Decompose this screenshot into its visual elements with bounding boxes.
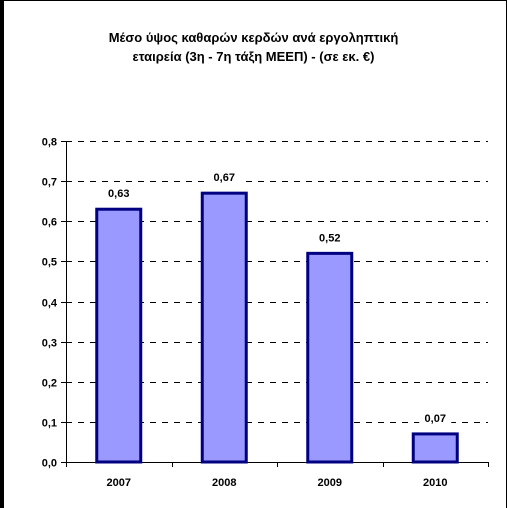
- value-label-bg: [102, 186, 135, 201]
- bar: [411, 432, 459, 464]
- chart-title: Μέσο ύψος καθαρών κερδών ανά εργοληπτική…: [0, 28, 507, 66]
- y-tick-label: 0,4: [42, 298, 58, 310]
- value-label: 0,52: [319, 232, 340, 244]
- y-tick-label: 0,0: [42, 458, 57, 470]
- y-tick-label: 0,2: [42, 378, 57, 390]
- value-label: 0,07: [425, 413, 446, 425]
- y-tick-label: 0,5: [42, 257, 57, 269]
- x-tick-label: 2010: [423, 477, 447, 489]
- x-tick-label: 2007: [107, 477, 131, 489]
- bar: [306, 251, 354, 464]
- x-tick-label: 2008: [212, 477, 236, 489]
- y-tick-label: 0,3: [42, 338, 57, 350]
- value-label-bg: [208, 170, 241, 185]
- y-tick-labels: 0,0 0,1 0,2 0,3 0,4 0,5 0,6 0,7 0,8: [42, 137, 58, 470]
- value-labels: 0,63 0,67 0,52 0,07: [102, 170, 452, 425]
- bars: [95, 191, 459, 464]
- y-tick-label: 0,6: [42, 217, 57, 229]
- value-label: 0,63: [108, 188, 129, 200]
- value-label-bg: [313, 230, 346, 245]
- bar: [95, 207, 143, 464]
- chart-title-line-2: εταιρεία (3η - 7η τάξη ΜΕΕΠ) - (σε εκ. €…: [132, 49, 375, 64]
- value-label: 0,67: [214, 172, 235, 184]
- bar: [200, 191, 248, 464]
- x-tick-labels: 2007 2008 2009 2010: [107, 477, 448, 489]
- y-tick-label: 0,7: [42, 177, 57, 189]
- y-tick-label: 0,1: [42, 418, 57, 430]
- gridlines: [66, 141, 488, 423]
- chart-title-line-1: Μέσο ύψος καθαρών κερδών ανά εργοληπτική: [108, 30, 399, 45]
- value-label-bg: [419, 410, 452, 425]
- y-tick-label: 0,8: [42, 137, 57, 149]
- x-tick-label: 2009: [318, 477, 342, 489]
